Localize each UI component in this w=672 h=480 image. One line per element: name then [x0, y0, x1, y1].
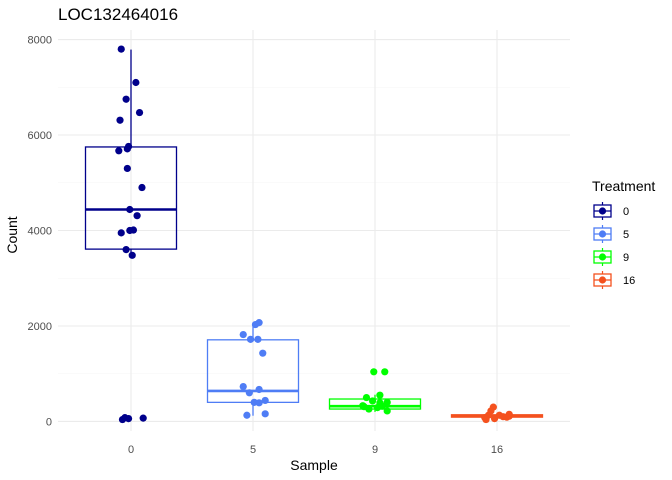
point-0 — [129, 226, 138, 234]
point-9 — [376, 391, 384, 399]
legend-item-16: 16 — [593, 271, 635, 289]
y-tick-label: 0 — [46, 416, 52, 428]
point-0 — [123, 164, 131, 173]
point-0 — [122, 95, 130, 103]
y-tick-label: 6000 — [28, 130, 52, 142]
legend-key-point — [598, 207, 607, 215]
legend-item-0: 0 — [593, 202, 629, 220]
x-tick-label: 5 — [250, 444, 256, 456]
point-9 — [359, 402, 367, 410]
legend-label: 16 — [623, 275, 635, 287]
point-9 — [362, 393, 371, 402]
y-tick-label: 4000 — [28, 226, 52, 238]
point-0 — [126, 205, 134, 214]
point-0 — [124, 414, 133, 423]
point-5 — [261, 410, 269, 418]
point-5 — [259, 349, 267, 357]
point-9 — [370, 368, 378, 376]
legend-label: 0 — [623, 206, 629, 218]
plot-grid — [58, 30, 570, 431]
point-0 — [117, 229, 125, 237]
point-5 — [251, 320, 260, 329]
point-9 — [383, 407, 391, 415]
y-axis: 0 2000 4000 6000 8000 — [28, 35, 52, 429]
data-points — [115, 45, 513, 424]
point-0 — [128, 251, 136, 259]
point-0 — [116, 116, 124, 124]
legend-item-5: 5 — [593, 225, 629, 243]
point-0 — [133, 212, 141, 220]
legend-label: 9 — [623, 252, 629, 264]
point-0 — [138, 183, 146, 192]
point-0 — [122, 245, 130, 254]
legend-item-9: 9 — [593, 248, 629, 266]
point-9 — [378, 402, 386, 410]
point-5 — [246, 335, 255, 343]
point-16 — [490, 414, 499, 423]
point-0 — [115, 147, 123, 155]
point-5 — [239, 383, 247, 391]
point-5 — [255, 399, 263, 407]
point-5 — [243, 411, 251, 419]
x-tick-label: 0 — [128, 444, 134, 456]
box-0 — [84, 49, 178, 256]
point-9 — [368, 397, 377, 405]
legend-key-point — [598, 276, 607, 284]
legend-label: 5 — [623, 229, 629, 241]
y-axis-title: Count — [4, 216, 20, 253]
point-5 — [255, 385, 263, 394]
point-5 — [239, 330, 247, 339]
point-5 — [254, 335, 262, 343]
point-0 — [132, 78, 140, 87]
point-16 — [505, 412, 513, 420]
legend: Treatment 0 5 9 16 — [592, 178, 655, 289]
point-0 — [123, 145, 131, 153]
x-tick-label: 16 — [491, 444, 503, 456]
point-5 — [245, 389, 253, 397]
x-axis-title: Sample — [290, 457, 338, 473]
point-16 — [482, 415, 490, 424]
point-0 — [135, 108, 144, 117]
boxes — [84, 49, 544, 420]
point-5 — [261, 396, 269, 405]
point-9 — [365, 405, 373, 413]
legend-key-point — [598, 230, 607, 238]
point-0 — [139, 414, 147, 422]
x-axis: 0 5 9 16 — [128, 444, 503, 456]
y-tick-label: 8000 — [28, 35, 52, 47]
point-9 — [381, 368, 389, 376]
point-9 — [383, 398, 391, 406]
legend-key-point — [598, 253, 607, 261]
point-0 — [117, 45, 125, 53]
x-tick-label: 9 — [372, 444, 378, 456]
legend-title: Treatment — [592, 178, 655, 194]
box-iqr — [206, 339, 300, 404]
y-tick-label: 2000 — [28, 321, 52, 333]
chart-title: LOC132464016 — [58, 5, 178, 24]
